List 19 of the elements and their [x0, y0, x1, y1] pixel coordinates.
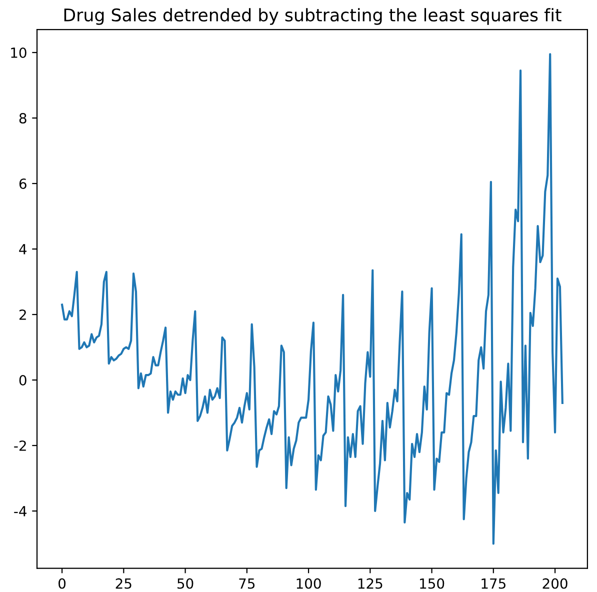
y-tick-label: 0 — [19, 374, 26, 386]
x-tick-label: 175 — [482, 578, 506, 589]
y-tick-label: 6 — [19, 178, 26, 189]
x-tick-label: 25 — [116, 578, 132, 589]
x-tick-label: 75 — [239, 578, 255, 589]
x-tick-label: 100 — [296, 578, 321, 589]
x-tick-label: 150 — [420, 578, 444, 589]
x-tick-label: 0 — [58, 578, 66, 589]
chart-title: Drug Sales detrended by subtracting the least squares fit — [64, 8, 562, 25]
y-tick-label: 4 — [19, 244, 27, 254]
y-tick-label: 8 — [19, 112, 26, 124]
y-tick-label: -4 — [14, 506, 27, 516]
line-series — [60, 53, 564, 545]
x-tick-label: 200 — [542, 578, 568, 589]
y-tick-label: 10 — [11, 47, 26, 58]
x-tick-label: 50 — [178, 578, 194, 589]
x-tick-label: 125 — [358, 578, 382, 589]
y-tick-label: -2 — [14, 440, 26, 451]
y-tick-label: 2 — [19, 309, 26, 320]
